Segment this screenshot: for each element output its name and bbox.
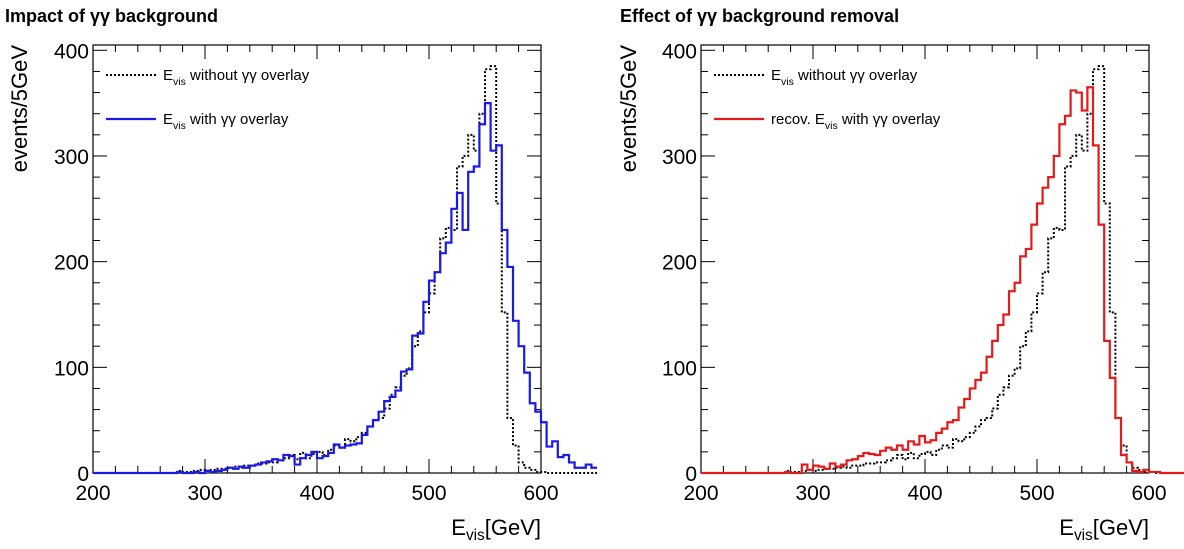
y-tick-label: 100 xyxy=(662,357,697,380)
chart-title: Effect of γγ background removal xyxy=(620,6,899,26)
x-tick-label: 400 xyxy=(299,482,334,505)
x-tick-label: 300 xyxy=(795,482,830,505)
y-tick-label: 0 xyxy=(685,463,697,486)
x-tick-label: 600 xyxy=(1131,482,1166,505)
x-tick-label: 200 xyxy=(683,482,718,505)
x-tick-label: 500 xyxy=(1019,482,1054,505)
legend-label-0: Evis without γγ overlay xyxy=(771,67,918,88)
y-tick-label: 200 xyxy=(54,252,89,275)
y-tick-label: 100 xyxy=(54,357,89,380)
x-tick-label: 500 xyxy=(411,482,446,505)
plot-frame xyxy=(92,44,542,474)
x-axis-label: Evis[GeV] xyxy=(451,515,541,544)
x-tick-label: 400 xyxy=(907,482,942,505)
legend-label-1: recov. Evis with γγ overlay xyxy=(771,111,941,132)
left-histogram-panel: Impact of γγ background 200 300 400 500 600 0 1… xyxy=(5,6,597,544)
chart-title: Impact of γγ background xyxy=(5,6,218,26)
x-tick-label: 300 xyxy=(187,482,222,505)
histogram-series-1 xyxy=(701,86,1184,475)
right-histogram-panel: Effect of γγ background removal 200 300 400… xyxy=(616,6,1184,544)
histogram-series-0 xyxy=(701,65,1184,474)
x-axis-label: Evis[GeV] xyxy=(1059,515,1149,544)
y-axis-label: events/5GeV xyxy=(7,45,32,173)
y-tick-label: 300 xyxy=(54,146,89,169)
x-tick-label: 200 xyxy=(75,482,110,505)
y-tick-label: 400 xyxy=(662,40,697,63)
y-tick-label: 400 xyxy=(54,40,89,63)
x-tick-label: 600 xyxy=(523,482,558,505)
y-axis-label: events/5GeV xyxy=(616,45,641,173)
legend-label-1: Evis with γγ overlay xyxy=(163,111,289,132)
y-tick-label: 200 xyxy=(662,252,697,275)
y-tick-label: 0 xyxy=(77,463,89,486)
y-tick-label: 300 xyxy=(662,146,697,169)
legend-label-0: Evis without γγ overlay xyxy=(163,67,310,88)
histogram-series-1 xyxy=(93,102,597,475)
